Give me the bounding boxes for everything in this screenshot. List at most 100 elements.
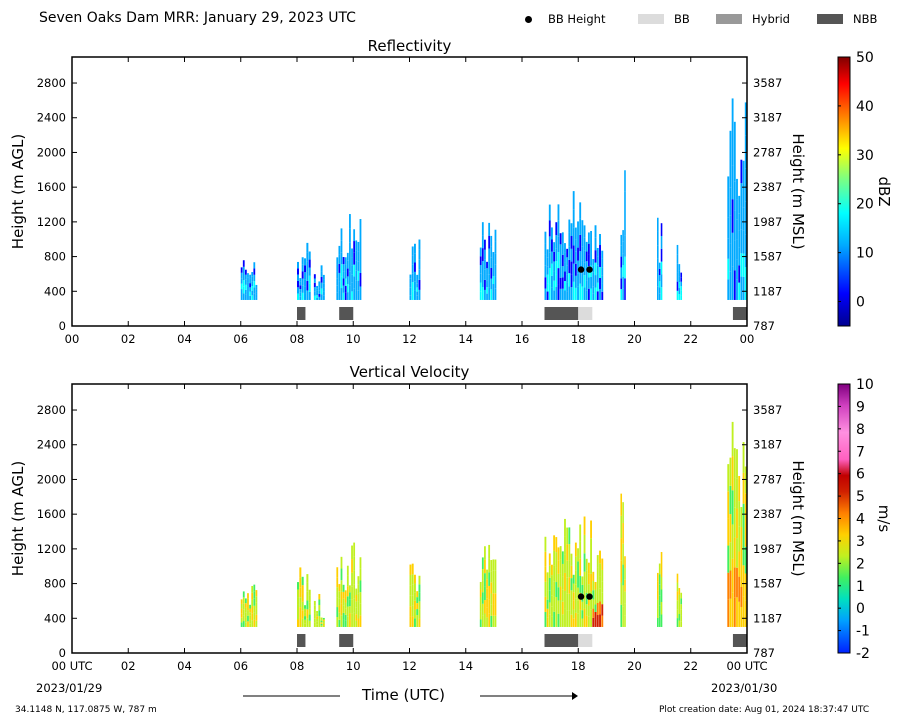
velocity-heatmap-cell [344, 602, 347, 609]
reflectivity-heatmap-cell [416, 291, 419, 296]
reflectivity-x-tick-label: 02 [121, 332, 136, 346]
reflectivity-heatmap-cell [551, 287, 553, 300]
reflectivity-class-bar-nbb [339, 307, 354, 320]
velocity-heatmap-cell [727, 464, 730, 492]
reflectivity-heatmap-cell [255, 292, 258, 295]
reflectivity-heatmap-cell [557, 204, 560, 221]
reflectivity-heatmap-cell [351, 274, 353, 283]
velocity-heatmap-cell [416, 603, 419, 610]
reflectivity-heatmap-cell [729, 158, 732, 188]
velocity-heatmap-cell [574, 612, 577, 627]
reflectivity-heatmap-cell [548, 268, 551, 285]
reflectivity-heatmap-cell [479, 256, 482, 266]
velocity-x-tick-label: 00 UTC [726, 659, 767, 673]
reflectivity-heatmap-cell [359, 219, 362, 233]
velocity-heatmap-cell [557, 547, 560, 561]
velocity-heatmap-cell [590, 609, 592, 627]
velocity-heatmap-cell [318, 593, 321, 600]
reflectivity-heatmap-cell [557, 220, 560, 237]
reflectivity-heatmap-cell [561, 288, 564, 300]
end-date-label: 2023/01/30 [711, 681, 778, 695]
reflectivity-heatmap-cell [316, 290, 319, 293]
reflectivity-heatmap-cell [574, 239, 577, 252]
velocity-heatmap-cell [583, 571, 586, 591]
reflectivity-heatmap-cell [676, 244, 679, 255]
velocity-heatmap-cell [733, 448, 736, 478]
velocity-heatmap-cell [680, 609, 683, 616]
reflectivity-heatmap-cell [492, 260, 495, 269]
reflectivity-heatmap-cell [247, 295, 249, 300]
reflectivity-heatmap-cell [678, 270, 681, 277]
velocity-heatmap-cell [344, 620, 347, 627]
velocity-heatmap-cell [744, 546, 747, 574]
velocity-heatmap-cell [338, 612, 341, 620]
reflectivity-heatmap-cell [418, 259, 421, 270]
velocity-heatmap-cell [553, 550, 556, 566]
reflectivity-heatmap-cell [587, 254, 590, 267]
reflectivity-heatmap-cell [479, 291, 482, 300]
velocity-heatmap-cell [568, 544, 571, 561]
legend-label: BB [674, 12, 690, 26]
velocity-heatmap-cell [660, 564, 663, 577]
reflectivity-heatmap-cell [731, 132, 734, 166]
velocity-heatmap-cell [411, 605, 414, 617]
velocity-heatmap-cell [414, 574, 416, 584]
reflectivity-heatmap-cell [587, 243, 590, 255]
reflectivity-heatmap-cell [349, 285, 351, 300]
velocity-heatmap-cell [340, 556, 343, 569]
velocity-heatmap-cell [479, 581, 482, 590]
reflectivity-heatmap-cell [548, 284, 551, 300]
reflectivity-heatmap-cell [564, 252, 566, 263]
reflectivity-heatmap-cell [353, 229, 356, 242]
velocity-heatmap-cell [486, 588, 488, 599]
velocity-y-tick-right-label: 1587 [753, 577, 782, 591]
arrow-head-icon [572, 692, 578, 700]
velocity-heatmap-cell [570, 553, 573, 566]
velocity-heatmap-cell [585, 592, 588, 605]
reflectivity-heatmap-cell [308, 267, 311, 276]
reflectivity-heatmap-cell [486, 287, 488, 294]
reflectivity-heatmap-cell [299, 285, 302, 290]
velocity-heatmap-cell [411, 563, 414, 575]
reflectivity-heatmap-cell [572, 191, 575, 210]
velocity-heatmap-cell [418, 575, 421, 585]
reflectivity-heatmap-cell [566, 248, 569, 258]
reflectivity-heatmap-cell [546, 283, 549, 292]
velocity-heatmap-cell [338, 619, 341, 627]
velocity-heatmap-cell [590, 555, 592, 574]
velocity-heatmap-cell [601, 569, 604, 582]
velocity-heatmap-cell [727, 572, 730, 600]
velocity-heatmap-cell [581, 576, 584, 585]
velocity-y-tick-right-label: 2387 [753, 507, 782, 521]
reflectivity-heatmap-cell [548, 220, 551, 237]
velocity-heatmap-cell [738, 526, 741, 552]
velocity-heatmap-cell [658, 595, 661, 606]
velocity-heatmap-cell [729, 514, 732, 543]
velocity-heatmap-cell [557, 587, 560, 601]
reflectivity-heatmap-cell [742, 183, 745, 208]
velocity-heatmap-cell [481, 557, 484, 570]
reflectivity-heatmap-cell [733, 240, 736, 271]
velocity-heatmap-cell [353, 584, 356, 599]
reflectivity-y-tick-label: 1200 [37, 215, 66, 229]
velocity-heatmap-cell [568, 560, 571, 578]
velocity-heatmap-cell [551, 616, 553, 627]
reflectivity-heatmap-cell [242, 260, 245, 267]
reflectivity-heatmap-cell [596, 273, 599, 283]
reflectivity-heatmap-cell [244, 289, 247, 295]
reflectivity-heatmap-cell [344, 257, 347, 265]
velocity-heatmap-cell [601, 558, 604, 570]
reflectivity-x-tick-label: 20 [627, 332, 642, 346]
velocity-heatmap-cell [481, 603, 484, 616]
reflectivity-heatmap-cell [620, 234, 623, 246]
reflectivity-heatmap-cell [657, 258, 659, 273]
reflectivity-heatmap-cell [490, 235, 493, 247]
velocity-x-tick-label: 10 [346, 659, 361, 673]
velocity-heatmap-cell [299, 617, 302, 627]
velocity-heatmap-cell [733, 567, 736, 598]
velocity-heatmap-cell [546, 617, 549, 627]
velocity-heatmap-cell [731, 524, 734, 559]
velocity-heatmap-cell [596, 591, 599, 604]
velocity-heatmap-cell [624, 579, 626, 592]
reflectivity-heatmap-cell [247, 282, 249, 287]
